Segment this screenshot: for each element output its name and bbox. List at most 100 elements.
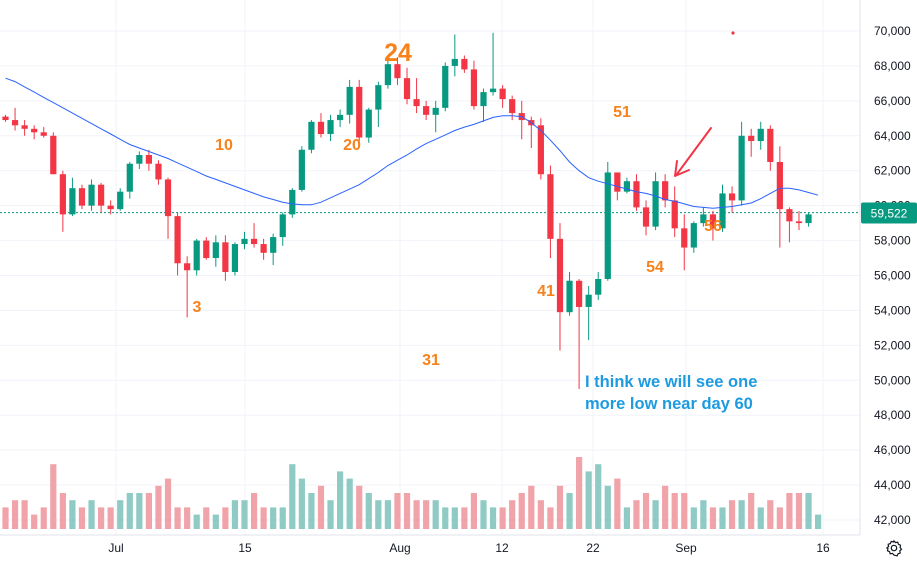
price-axis[interactable]: 70,00068,00066,00064,00062,00060,00058,0… xyxy=(859,0,917,535)
time-tick-label: Aug xyxy=(389,541,410,555)
volume-bar xyxy=(145,493,152,529)
candle xyxy=(480,88,487,122)
annotation-label: 41 xyxy=(537,283,555,300)
volume-bar xyxy=(107,507,114,529)
volume-bar xyxy=(509,500,516,529)
volume-bar xyxy=(537,500,544,529)
volume-bar xyxy=(815,514,822,529)
volume-bar xyxy=(164,478,172,529)
note-line: I think we will see one xyxy=(585,373,758,391)
time-tick-label: Jul xyxy=(108,541,123,555)
candle xyxy=(413,78,420,114)
volume-bar xyxy=(681,493,688,529)
price-tick-label: 42,000 xyxy=(874,513,911,527)
volume-bar xyxy=(633,500,640,529)
volume-bar xyxy=(566,493,573,529)
volume-bar xyxy=(356,485,363,529)
candle xyxy=(776,146,783,248)
candle xyxy=(748,128,755,157)
volume-bar xyxy=(117,500,124,529)
candle xyxy=(566,272,573,316)
volume-bar xyxy=(614,478,621,529)
annotation-label: 3 xyxy=(193,299,202,316)
volume-bar xyxy=(403,493,411,529)
annotations: 10 3 20 24 31 41 51 54 56 xyxy=(193,39,722,369)
volume-bar xyxy=(757,507,764,529)
candle xyxy=(375,81,382,128)
candle xyxy=(98,182,105,213)
volume-bar xyxy=(31,514,38,529)
volume-bar xyxy=(40,507,47,529)
candle xyxy=(69,177,76,217)
candle xyxy=(2,114,9,122)
volume-bar xyxy=(298,478,305,529)
price-tick-label: 62,000 xyxy=(874,164,911,178)
volume-bar xyxy=(442,507,449,529)
volume-bar xyxy=(767,500,774,529)
volume-bars xyxy=(2,457,822,529)
candle xyxy=(107,200,114,215)
volume-bar xyxy=(604,485,611,529)
volume-bar xyxy=(518,493,525,529)
candle xyxy=(241,231,248,250)
volume-bar xyxy=(795,493,803,529)
time-tick-label: 22 xyxy=(586,541,600,555)
volume-bar xyxy=(805,493,812,529)
candle xyxy=(795,210,803,231)
candle xyxy=(690,221,697,253)
volume-bar xyxy=(709,507,717,529)
volume-bar xyxy=(126,493,133,529)
candle xyxy=(394,57,401,86)
volume-bar xyxy=(642,493,650,529)
candle xyxy=(136,151,143,169)
candle xyxy=(738,121,745,206)
time-tick-label: 12 xyxy=(495,541,509,555)
candle xyxy=(289,188,296,218)
candle xyxy=(260,238,267,260)
volume-bar xyxy=(279,507,286,529)
gear-icon[interactable] xyxy=(884,538,904,558)
price-tick-label: 70,000 xyxy=(874,24,911,38)
volume-bar xyxy=(700,500,707,529)
candle xyxy=(728,186,736,213)
volume-bar xyxy=(174,507,181,529)
time-tick-label: 15 xyxy=(238,541,252,555)
candle xyxy=(78,184,86,210)
volume-bar xyxy=(11,500,19,529)
candle xyxy=(719,184,726,232)
volume-bar xyxy=(585,471,592,529)
annotation-label: 20 xyxy=(343,137,361,154)
volume-bar xyxy=(786,493,793,529)
price-tick-label: 46,000 xyxy=(874,443,911,457)
candle xyxy=(31,125,38,140)
note-line: more low near day 60 xyxy=(585,395,753,413)
volume-bar xyxy=(671,493,678,529)
candle xyxy=(117,188,124,211)
volume-bar xyxy=(547,507,554,529)
time-tick-label: 16 xyxy=(816,541,830,555)
time-axis[interactable]: Jul 15 Aug 12 22 Sep 16 xyxy=(0,534,860,555)
volume-bar xyxy=(2,507,9,529)
volume-bar xyxy=(155,485,162,529)
note-text: I think we will see one more low near da… xyxy=(585,371,825,415)
candle xyxy=(805,212,812,227)
annotation-label: 31 xyxy=(422,352,440,369)
candle xyxy=(384,57,391,89)
volume-bar xyxy=(576,457,583,529)
volume-bar xyxy=(78,507,86,529)
volume-bar xyxy=(489,507,497,529)
candle xyxy=(164,177,172,239)
annotation-label: 51 xyxy=(613,104,631,121)
candle xyxy=(50,132,57,175)
volume-bar xyxy=(499,507,506,529)
candle xyxy=(403,67,411,105)
price-tick-label: 54,000 xyxy=(874,303,911,317)
volume-bar xyxy=(212,514,219,529)
volume-bar xyxy=(384,500,391,529)
candle xyxy=(356,79,363,145)
candle xyxy=(423,100,430,121)
volume-bar xyxy=(21,500,28,529)
volume-bar xyxy=(461,507,468,529)
candle xyxy=(585,285,592,341)
